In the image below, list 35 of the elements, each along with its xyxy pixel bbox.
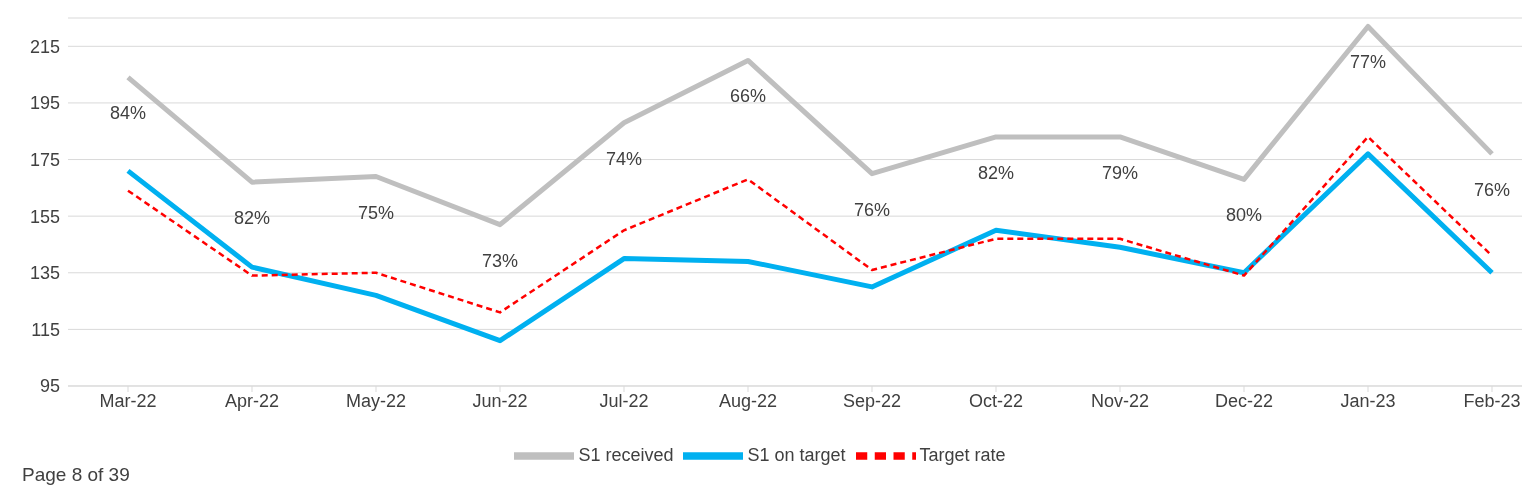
legend-label: S1 on target: [747, 444, 846, 465]
y-tick-label: 135: [29, 263, 60, 284]
legend-label: Target rate: [919, 444, 1006, 465]
text: Page 8 of 39: [22, 464, 130, 486]
x-tick-label: Aug-22: [718, 390, 778, 411]
annotation: 75%: [357, 202, 395, 223]
annotation: 74%: [605, 148, 643, 169]
annotation: 66%: [729, 86, 767, 107]
annotation: 76%: [853, 199, 891, 220]
legend-label: S1 received: [578, 444, 674, 465]
x-tick-label: Jul-22: [599, 390, 649, 411]
annotation: 77%: [1349, 52, 1387, 73]
annotation: 82%: [977, 162, 1015, 183]
x-tick-label: Jun-22: [472, 390, 528, 411]
y-tick-label: 115: [31, 319, 60, 340]
annotation: 80%: [1225, 205, 1263, 226]
y-tick-label: 95: [39, 376, 60, 397]
x-tick-label: Mar-22: [99, 390, 157, 411]
annotation: 76%: [1473, 179, 1511, 200]
annotation: 79%: [1101, 162, 1139, 183]
x-tick-label: Feb-23: [1463, 390, 1521, 411]
x-tick-label: Jan-23: [1340, 390, 1396, 411]
annotation: 82%: [233, 208, 271, 229]
y-tick-label: 155: [29, 206, 60, 227]
x-tick-label: May-22: [345, 390, 407, 411]
y-tick-label: 175: [29, 149, 60, 170]
x-tick-label: Nov-22: [1090, 390, 1150, 411]
x-tick-label: Oct-22: [968, 390, 1024, 411]
annotation: 73%: [481, 250, 519, 271]
x-tick-label: Sep-22: [842, 390, 902, 411]
x-tick-label: Dec-22: [1214, 390, 1274, 411]
y-tick-label: 195: [29, 93, 60, 114]
y-tick-label: 215: [29, 36, 60, 57]
annotation: 84%: [109, 103, 147, 124]
x-tick-label: Apr-22: [224, 390, 280, 411]
